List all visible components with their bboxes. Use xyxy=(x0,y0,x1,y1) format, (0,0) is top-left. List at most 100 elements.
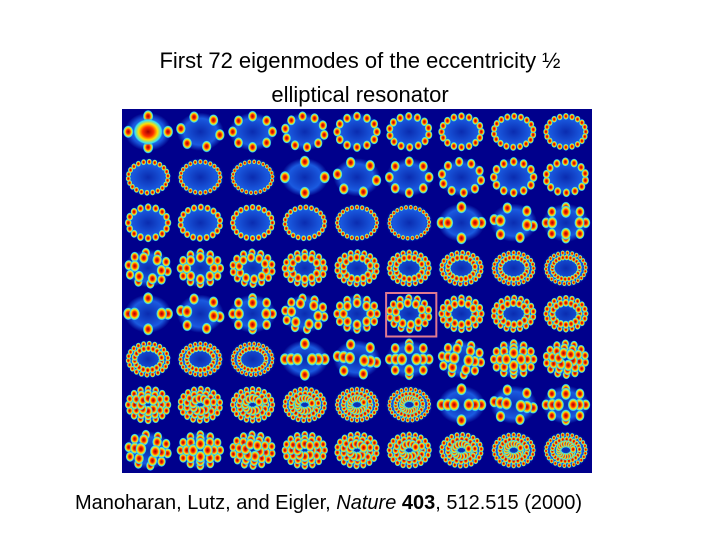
mode-lobe xyxy=(207,309,220,323)
mode-lobe xyxy=(525,436,531,443)
mode-lobe xyxy=(229,267,238,277)
mode-halo xyxy=(437,203,485,242)
mode-lobe xyxy=(125,269,135,281)
mode-lobe xyxy=(450,299,459,310)
mode-lobe xyxy=(211,345,217,352)
mode-lobe xyxy=(414,140,423,151)
mode-lobe xyxy=(299,337,311,351)
mode-lobe xyxy=(471,138,480,148)
mode-lobe xyxy=(158,229,166,239)
mode-lobe xyxy=(519,185,528,196)
mode-lobe xyxy=(497,436,503,443)
mode-lobe xyxy=(571,279,576,286)
mode-lobe xyxy=(565,348,576,361)
mode-lobe xyxy=(574,216,585,230)
mode-lobe xyxy=(265,184,271,190)
mode-lobe xyxy=(442,215,454,230)
mode-lobe xyxy=(236,367,241,373)
mode-lobe xyxy=(300,274,309,285)
mode-lobe xyxy=(207,160,213,167)
mode-lobe xyxy=(384,171,395,184)
mode-lobe xyxy=(567,397,579,412)
mode-lobe xyxy=(337,212,343,218)
mode-lobe xyxy=(418,342,429,355)
mode-lobe xyxy=(366,260,375,271)
mode-lobe xyxy=(144,202,152,212)
citation: Manoharan, Lutz, and Eigler, Nature 403,… xyxy=(75,492,582,515)
mode-lobe xyxy=(470,365,480,377)
mode-lobe xyxy=(581,305,588,313)
mode-lobe xyxy=(404,111,413,121)
mode-lobe xyxy=(389,117,398,128)
mode-lobe xyxy=(457,142,466,152)
mode-lobe xyxy=(523,443,530,451)
mode-lobe xyxy=(404,156,415,168)
mode-lobe xyxy=(352,297,362,309)
mode-lobe xyxy=(140,158,147,166)
mode-lobe xyxy=(182,319,193,332)
mode-lobe xyxy=(147,272,158,285)
mode-lobe xyxy=(366,397,373,405)
mode-lobe xyxy=(183,163,189,170)
mode-lobe xyxy=(161,438,171,450)
mode-lobe xyxy=(358,367,369,381)
mode-lobe xyxy=(138,188,145,196)
mode-lobe xyxy=(216,216,224,225)
mode-lobe xyxy=(408,204,413,210)
mode-lobe xyxy=(406,319,416,330)
mode-lobe xyxy=(548,437,553,444)
mode-lobe xyxy=(144,233,152,243)
mode-lobe xyxy=(239,369,245,375)
mode-lobe xyxy=(551,115,558,123)
mode-lobe xyxy=(465,141,473,151)
mode-lobe xyxy=(264,345,270,352)
mode-lobe xyxy=(311,232,318,240)
mode-lobe xyxy=(238,162,243,168)
mode-lobe xyxy=(526,179,536,191)
mode-lobe xyxy=(203,159,208,166)
mode-lobe xyxy=(297,204,303,211)
mode-lobe xyxy=(368,390,374,397)
mode-lobe xyxy=(395,300,405,312)
mode-lobe xyxy=(237,231,244,239)
mode-lobe xyxy=(560,205,572,219)
mode-lobe xyxy=(286,305,297,318)
mode-lobe xyxy=(403,204,409,211)
mode-lobe xyxy=(581,350,590,361)
mode-halo xyxy=(281,340,329,379)
mode-lobe xyxy=(405,235,410,241)
mode-lobe xyxy=(211,163,217,170)
mode-lobe xyxy=(280,123,290,135)
mode-lobe xyxy=(410,235,415,241)
mode-lobe xyxy=(410,417,415,423)
mode-lobe xyxy=(499,185,508,196)
mode-halo xyxy=(281,158,329,197)
mode-lobe xyxy=(290,232,296,239)
mode-lobe xyxy=(519,158,528,169)
mode-lobe xyxy=(194,437,206,451)
mode-lobe xyxy=(552,397,565,412)
mode-halo xyxy=(437,385,485,424)
mode-lobe xyxy=(399,387,404,394)
mode-lobe xyxy=(362,113,372,124)
mode-lobe xyxy=(547,227,557,240)
mode-lobe xyxy=(242,160,247,166)
mode-lobe xyxy=(155,306,168,321)
mode-lobe xyxy=(181,304,193,319)
mode-lobe xyxy=(494,213,507,228)
title-line: elliptical resonator xyxy=(271,82,449,107)
mode-halo xyxy=(124,294,172,333)
mode-lobe xyxy=(256,159,262,166)
mode-lobe xyxy=(418,232,424,238)
mode-lobe xyxy=(310,112,320,124)
mode-lobe xyxy=(359,273,368,283)
mode-lobe xyxy=(332,126,342,137)
mode-lobe xyxy=(494,439,499,446)
mode-lobe xyxy=(142,291,154,305)
mode-lobe xyxy=(369,134,379,145)
mode-lobe xyxy=(503,142,510,151)
mode-lobe xyxy=(261,136,272,149)
mode-lobe xyxy=(448,351,460,365)
mode-lobe xyxy=(566,462,572,469)
mode-lobe xyxy=(252,366,259,374)
